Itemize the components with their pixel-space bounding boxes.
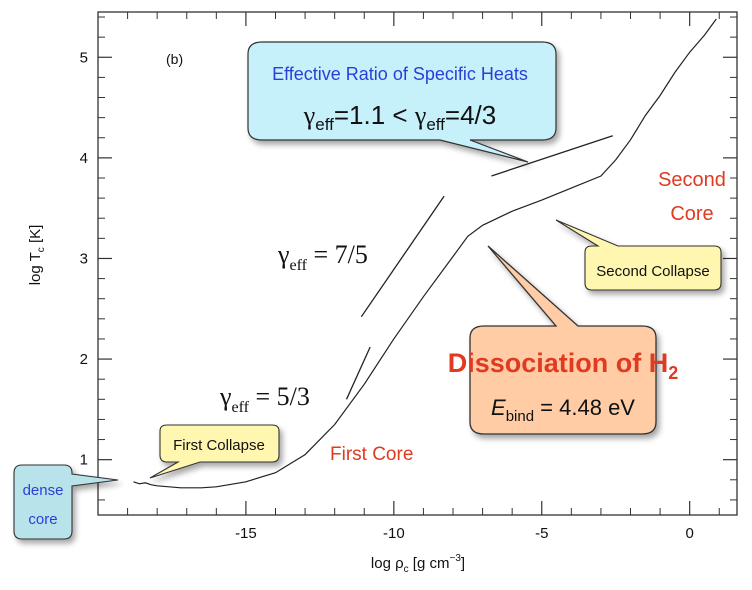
y-tick-label: 2 — [80, 351, 88, 368]
dissociation-callout — [469, 245, 657, 435]
dense-core-callout — [13, 464, 119, 540]
reference-line-gamma-5-3 — [345, 346, 371, 400]
y-tick-label: 5 — [80, 49, 88, 66]
x-tick-label: -10 — [383, 525, 405, 542]
dissociation-title: Dissociation of H2 — [448, 348, 679, 383]
first-collapse-label: First Collapse — [173, 437, 265, 454]
second-collapse-callout — [555, 219, 722, 291]
minor-ticks — [97, 12, 737, 515]
x-tick-label: -15 — [235, 525, 257, 542]
plot-frame — [97, 11, 738, 516]
series-line — [133, 18, 717, 489]
reference-line-gamma-7-5 — [360, 195, 445, 318]
effective-ratio-title: Effective Ratio of Specific Heats — [272, 64, 528, 84]
reference-line-gamma-4-3 — [491, 135, 613, 177]
y-tick-label: 4 — [80, 150, 88, 167]
first-core-label: First Core — [330, 444, 413, 465]
gamma-7-5-label: γeff = 7/5 — [277, 240, 368, 274]
panel-label: (b) — [166, 51, 183, 67]
y-tick-label: 3 — [80, 250, 88, 267]
effective-ratio-formula: γeff=1.1 < γeff=4/3 — [303, 100, 496, 134]
dense-core-label-2: core — [28, 511, 57, 528]
y-ticks: 1 2 3 4 5 — [80, 49, 737, 469]
x-tick-label: -5 — [535, 525, 548, 542]
dissociation-energy: Ebind = 4.48 eV — [491, 395, 635, 425]
gamma-5-3-label: γeff = 5/3 — [219, 382, 310, 416]
second-collapse-label: Second Collapse — [596, 263, 709, 280]
x-ticks: -15 -10 -5 0 — [235, 12, 694, 542]
second-core-label: Second — [658, 169, 726, 191]
second-core-label-2: Core — [670, 203, 713, 225]
effective-ratio-callout — [247, 41, 557, 163]
dense-core-label: dense — [23, 482, 64, 499]
y-tick-label: 1 — [80, 452, 88, 469]
x-tick-label: 0 — [685, 525, 693, 542]
reference-lines — [345, 135, 613, 400]
x-axis-label: log ρc [g cm−3] — [371, 553, 465, 575]
first-collapse-callout — [149, 424, 280, 479]
y-axis-label: log Tc [K] — [27, 225, 47, 286]
